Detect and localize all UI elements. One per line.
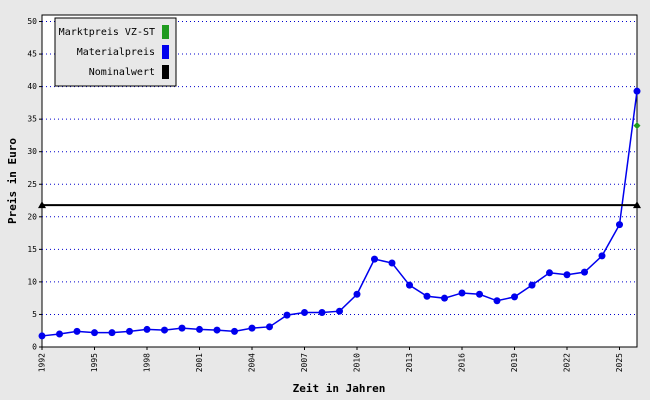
- y-tick-label: 20: [27, 212, 37, 221]
- point: [441, 294, 448, 302]
- marks: [38, 87, 641, 340]
- legend-swatch: [162, 65, 169, 79]
- point: [423, 292, 431, 300]
- x-tick-label: 2025: [615, 353, 624, 372]
- point: [388, 259, 396, 267]
- legend-label: Materialpreis: [77, 47, 155, 58]
- y-tick-label: 45: [27, 50, 37, 59]
- point: [91, 329, 98, 337]
- y-tick-label: 0: [32, 343, 37, 352]
- y-tick-label: 15: [27, 245, 37, 254]
- y-tick-label: 35: [27, 115, 37, 124]
- point: [528, 281, 536, 289]
- legend-label: Marktpreis VZ-ST: [59, 27, 155, 38]
- point: [458, 289, 466, 297]
- y-axis-label: Preis in Euro: [6, 138, 19, 224]
- point: [248, 324, 256, 332]
- x-tick-label: 2022: [563, 353, 572, 372]
- legend: Marktpreis VZ-ST Materialpreis Nominalwert: [54, 17, 177, 87]
- y-tick-label: 30: [27, 147, 37, 156]
- point: [616, 221, 623, 229]
- point: [633, 201, 641, 209]
- point: [581, 268, 588, 276]
- y-tick-label: 5: [32, 310, 37, 319]
- point: [371, 255, 378, 263]
- x-axis-label: Zeit in Jahren: [293, 382, 386, 395]
- point: [231, 327, 238, 335]
- point: [336, 307, 343, 315]
- point: [56, 330, 63, 338]
- point: [318, 308, 326, 316]
- point: [38, 332, 46, 340]
- x-tick-label: 2001: [195, 353, 204, 372]
- point: [563, 271, 571, 279]
- point: [283, 311, 291, 319]
- legend-swatch: [162, 45, 169, 59]
- y-tick-label: 40: [27, 82, 37, 91]
- legend-label: Nominalwert: [89, 67, 155, 78]
- point: [38, 201, 46, 209]
- point: [161, 326, 168, 334]
- y-tick-label: 50: [27, 17, 37, 26]
- point: [598, 252, 606, 260]
- legend-swatch: [162, 25, 169, 39]
- point: [143, 325, 151, 333]
- x-tick-label: 2010: [353, 353, 362, 372]
- x-tick-label: 1995: [90, 353, 99, 372]
- point: [196, 325, 203, 333]
- x-tick-label: 2007: [300, 353, 309, 372]
- x-tick-label: 2004: [248, 353, 257, 372]
- point: [73, 327, 81, 335]
- point: [633, 87, 641, 95]
- y-tick-label: 25: [27, 180, 37, 189]
- point: [511, 293, 518, 301]
- x-tick-label: 2013: [405, 353, 414, 372]
- point: [213, 326, 221, 334]
- x-tick-label: 1998: [143, 353, 152, 372]
- x-tick-label: 2019: [510, 353, 519, 372]
- point: [546, 269, 553, 277]
- point: [266, 323, 273, 331]
- x-tick-label: 2016: [458, 353, 467, 372]
- point: [178, 324, 186, 332]
- x-tick-label: 1992: [38, 353, 47, 372]
- point: [301, 308, 308, 316]
- point: [108, 329, 116, 337]
- point: [493, 297, 501, 305]
- point: [406, 281, 413, 289]
- point: [476, 290, 483, 298]
- point: [353, 290, 361, 298]
- point: [126, 327, 133, 335]
- legend-box: [54, 17, 177, 87]
- y-tick-label: 10: [27, 277, 37, 286]
- point: [633, 122, 641, 130]
